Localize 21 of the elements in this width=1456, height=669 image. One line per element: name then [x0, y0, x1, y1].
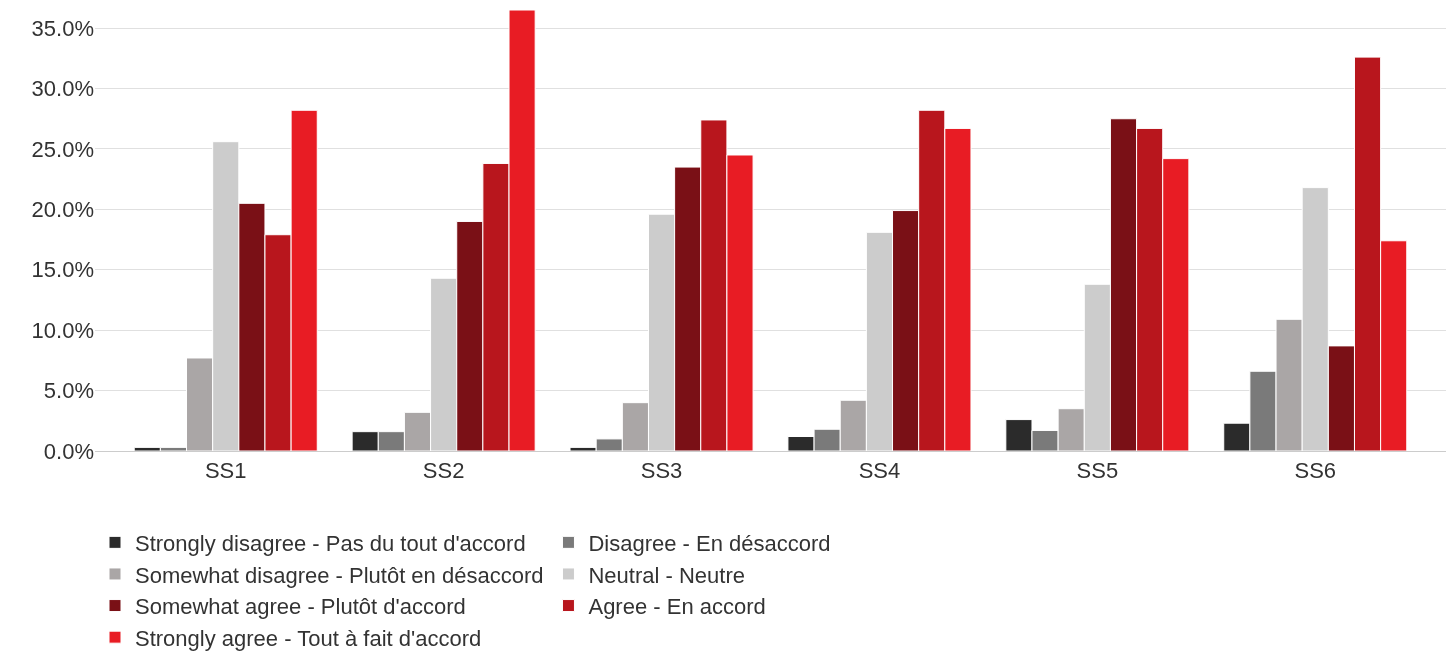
- y-tick-label: 30.0%: [31, 76, 94, 102]
- y-tick-label: 5.0%: [43, 378, 94, 404]
- y-tick-label: 25.0%: [31, 136, 94, 162]
- legend-label: Neutral - Neutre: [588, 562, 745, 588]
- legend-label: Agree - En accord: [588, 594, 766, 620]
- x-tick-label: SS1: [204, 458, 247, 484]
- y-tick-label: 10.0%: [31, 317, 94, 343]
- x-tick-label: SS2: [422, 458, 465, 484]
- x-tick-label: SS3: [640, 458, 683, 484]
- legend-label: Strongly agree - Tout à fait d'accord: [135, 625, 482, 651]
- y-tick-label: 15.0%: [31, 257, 94, 283]
- legend-label: Somewhat disagree - Plutôt en désaccord: [135, 562, 544, 588]
- y-tick-label: 0.0%: [43, 438, 94, 464]
- legend-label: Disagree - En désaccord: [588, 530, 831, 556]
- y-tick-label: 35.0%: [31, 15, 94, 41]
- legend-label: Strongly disagree - Pas du tout d'accord: [135, 530, 526, 556]
- legend-label: Somewhat agree - Plutôt d'accord: [135, 594, 466, 620]
- x-tick-label: SS6: [1294, 458, 1337, 484]
- x-tick-label: SS5: [1076, 458, 1119, 484]
- y-tick-label: 20.0%: [31, 197, 94, 223]
- x-tick-label: SS4: [858, 458, 901, 484]
